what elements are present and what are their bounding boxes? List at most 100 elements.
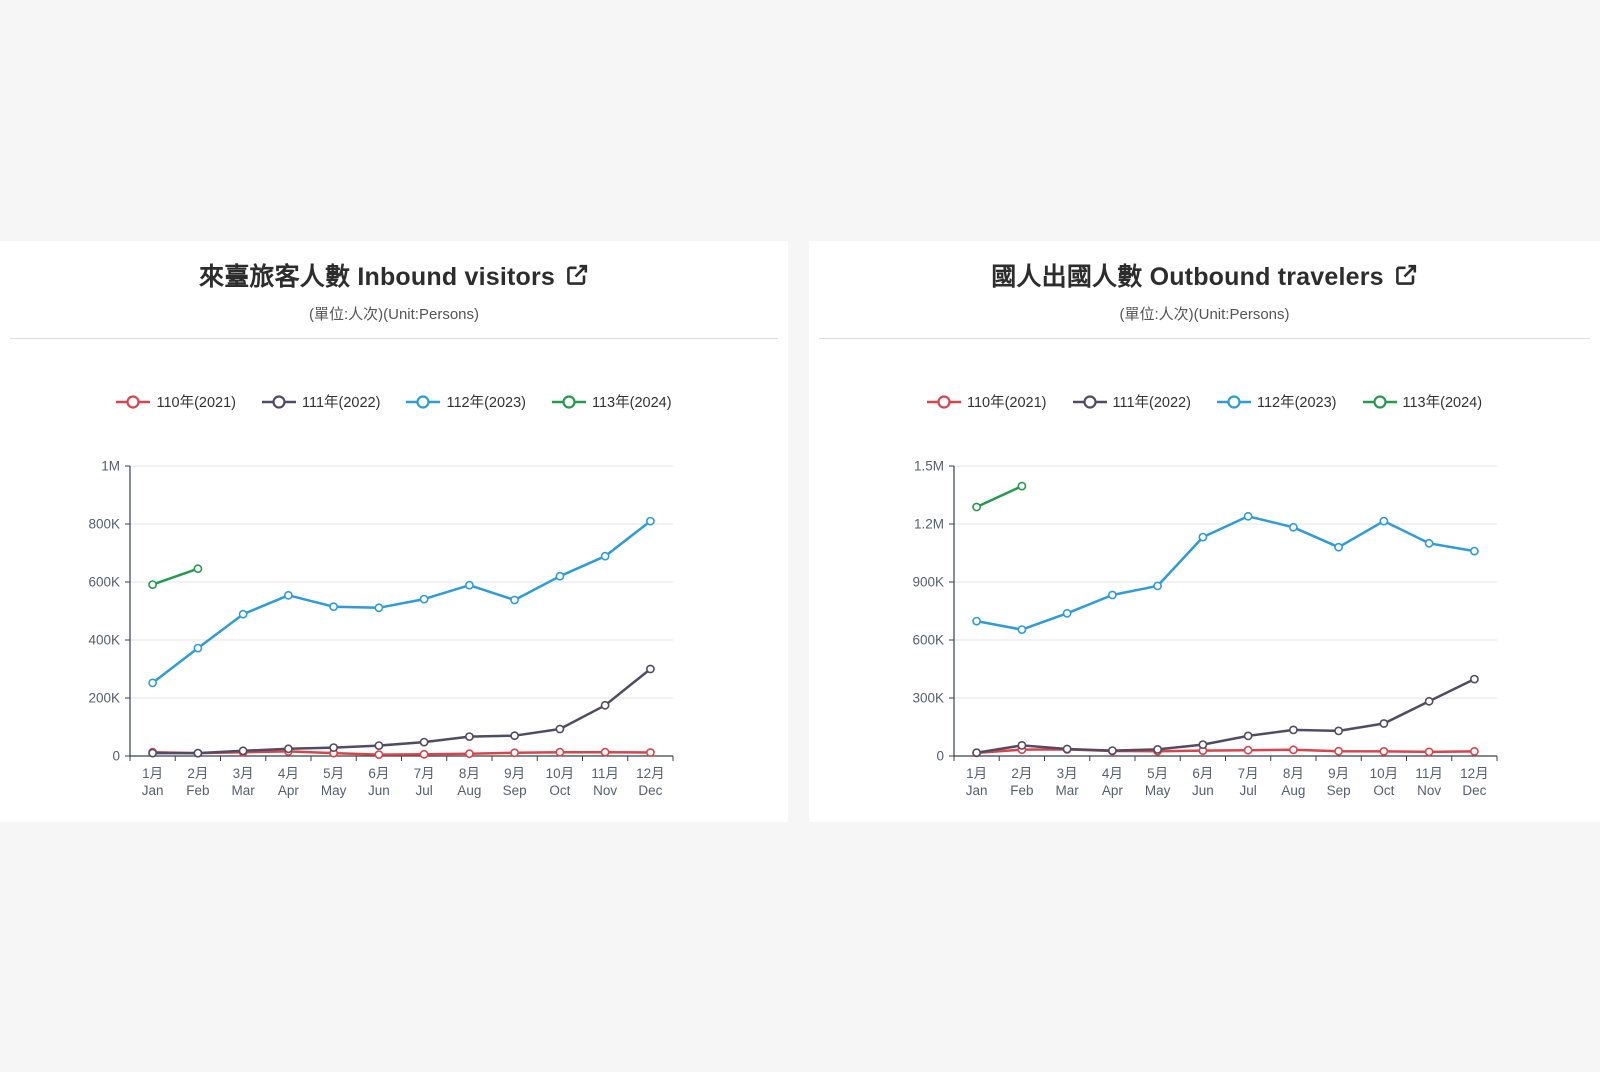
panel-subtitle: (單位:人次)(Unit:Persons) [1119,306,1290,323]
svg-text:Dec: Dec [1462,783,1486,798]
svg-text:10月: 10月 [546,766,575,781]
legend-item-112年[interactable]: 112年(2023) [406,391,526,412]
series-112年[interactable] [972,511,1479,634]
line-circle-marker-icon [1216,394,1251,409]
svg-text:Dec: Dec [638,783,662,798]
legend-label: 112年(2023) [1256,395,1337,411]
panel-subtitle: (單位:人次)(Unit:Persons) [308,306,480,323]
svg-text:Aug: Aug [1281,783,1305,798]
svg-text:Jun: Jun [1192,783,1214,798]
legend-label: 113年(2024) [592,395,672,411]
svg-text:6月: 6月 [1192,766,1213,781]
legend-item-110年[interactable]: 110年(2021) [926,391,1047,412]
svg-text:300K: 300K [912,691,944,706]
divider [10,338,778,339]
svg-text:9月: 9月 [1328,766,1349,781]
svg-text:2月: 2月 [187,766,208,781]
inbound-chart-legend: 110年(2021) 111年(2022) 112年(2023) 113年(2024) [0,391,788,412]
line-circle-marker-icon [1072,394,1107,409]
svg-text:Oct: Oct [1373,783,1394,798]
svg-text:Apr: Apr [1102,783,1124,798]
legend-label: 110年(2021) [156,395,236,411]
legend-item-112年[interactable]: 112年(2023) [1216,391,1337,412]
legend-item-111年[interactable]: 111年(2022) [262,391,380,412]
svg-text:3月: 3月 [1057,766,1078,781]
svg-text:Aug: Aug [457,783,481,798]
line-circle-marker-icon [262,394,296,409]
svg-text:800K: 800K [88,517,120,532]
svg-text:Feb: Feb [186,783,209,798]
external-link-icon [567,264,588,285]
svg-text:1月: 1月 [966,766,987,781]
svg-text:7月: 7月 [414,766,435,781]
inbound-chart-svg: 0 200K 400K 600K 800K 1M 1月 Jan 2月 Feb 3月 Mar 4月 Apr 5… [88,459,674,798]
legend-item-111年[interactable]: 111年(2022) [1072,391,1191,412]
legend-item-110年[interactable]: 110年(2021) [116,391,236,412]
series-112年[interactable] [148,516,655,688]
svg-text:May: May [321,783,347,798]
line-circle-marker-icon [552,394,586,409]
external-link-icon [1395,264,1416,285]
outbound-title-link[interactable]: 國人出國人數 Outbound travelers [991,257,1418,293]
outbound-chart-svg: 0 300K 600K 900K 1.2M 1.5M 1月 Jan 2月 Feb 3月 Mar 4月 Ap… [912,459,1498,798]
svg-text:7月: 7月 [1238,766,1259,781]
x-axis: 1月 Jan 2月 Feb 3月 Mar 4月 Apr 5月 May 6月 Jun 7月 Jul 8月 Aug… [129,755,674,798]
svg-text:600K: 600K [88,575,120,590]
panel-title: 國人出國人數 Outbound travelers [991,263,1384,291]
svg-text:900K: 900K [912,575,944,590]
svg-text:Jul: Jul [1239,783,1256,798]
svg-text:2月: 2月 [1011,766,1032,781]
svg-text:10月: 10月 [1370,766,1399,781]
panel-title: 來臺旅客人數 Inbound visitors [199,263,555,291]
legend-item-113年[interactable]: 113年(2024) [552,391,672,412]
svg-text:1月: 1月 [142,766,163,781]
series-113年[interactable] [148,564,203,589]
svg-text:200K: 200K [88,691,120,706]
svg-text:600K: 600K [912,633,944,648]
y-axis: 0 300K 600K 900K 1.2M 1.5M [912,459,1497,764]
series-111年[interactable] [972,674,1479,758]
svg-text:Oct: Oct [549,783,570,798]
line-circle-marker-icon [116,394,151,409]
svg-text:0: 0 [936,749,944,764]
svg-text:1.2M: 1.2M [914,517,944,532]
svg-text:Nov: Nov [1417,783,1441,798]
svg-text:Apr: Apr [278,783,300,798]
svg-text:12月: 12月 [636,766,665,781]
svg-text:8月: 8月 [459,766,480,781]
legend-label: 111年(2022) [1112,395,1191,411]
svg-text:1M: 1M [101,459,120,474]
series-113年[interactable] [972,481,1027,512]
legend-label: 113年(2024) [1402,395,1483,411]
svg-text:Nov: Nov [593,783,617,798]
svg-text:11月: 11月 [1415,766,1443,781]
svg-text:Sep: Sep [503,783,527,798]
legend-label: 110年(2021) [966,395,1047,411]
inbound-title-link[interactable]: 來臺旅客人數 Inbound visitors [199,257,589,293]
svg-text:0: 0 [112,749,120,764]
line-circle-marker-icon [406,394,441,409]
inbound-visitors-panel: 來臺旅客人數 Inbound visitors (單位:人次)(Unit:Per… [0,241,788,822]
divider [819,338,1590,339]
x-axis: 1月 Jan 2月 Feb 3月 Mar 4月 Apr 5月 May 6月 Jun 7月 Jul 8月 Aug… [953,755,1498,798]
legend-item-113年[interactable]: 113年(2024) [1362,391,1483,412]
y-axis: 0 200K 400K 600K 800K 1M [88,459,673,764]
panel-title-row: 來臺旅客人數 Inbound visitors [0,241,788,293]
svg-text:9月: 9月 [504,766,525,781]
svg-text:12月: 12月 [1460,766,1489,781]
svg-text:Feb: Feb [1010,783,1033,798]
svg-text:1.5M: 1.5M [914,459,944,474]
line-circle-marker-icon [1362,394,1397,409]
svg-text:Sep: Sep [1327,783,1351,798]
svg-text:400K: 400K [88,633,120,648]
svg-text:Mar: Mar [232,783,256,798]
svg-text:May: May [1145,783,1171,798]
svg-text:8月: 8月 [1283,766,1304,781]
series-111年[interactable] [148,664,655,758]
outbound-chart-legend: 110年(2021) 111年(2022) 112年(2023) 113年(2024) [809,391,1600,412]
svg-text:5月: 5月 [1147,766,1168,781]
legend-label: 112年(2023) [446,395,526,411]
svg-text:5月: 5月 [323,766,344,781]
svg-text:Jul: Jul [415,783,432,798]
svg-text:Jun: Jun [368,783,390,798]
